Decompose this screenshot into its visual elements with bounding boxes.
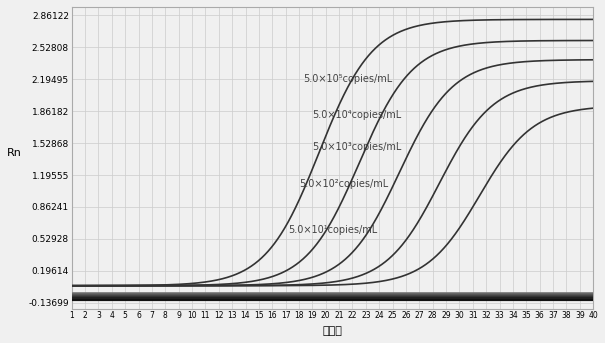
Text: 5.0×10²copies/mL: 5.0×10²copies/mL <box>299 179 388 189</box>
Y-axis label: Rn: Rn <box>7 148 22 158</box>
Text: 5.0×10⁵copies/mL: 5.0×10⁵copies/mL <box>303 74 392 84</box>
Text: 5.0×10⁴copies/mL: 5.0×10⁴copies/mL <box>312 110 402 120</box>
X-axis label: 循环数: 循环数 <box>322 326 342 336</box>
Text: 5.0×10¹copies/mL: 5.0×10¹copies/mL <box>289 225 378 235</box>
Text: 5.0×10³copies/mL: 5.0×10³copies/mL <box>312 142 402 152</box>
